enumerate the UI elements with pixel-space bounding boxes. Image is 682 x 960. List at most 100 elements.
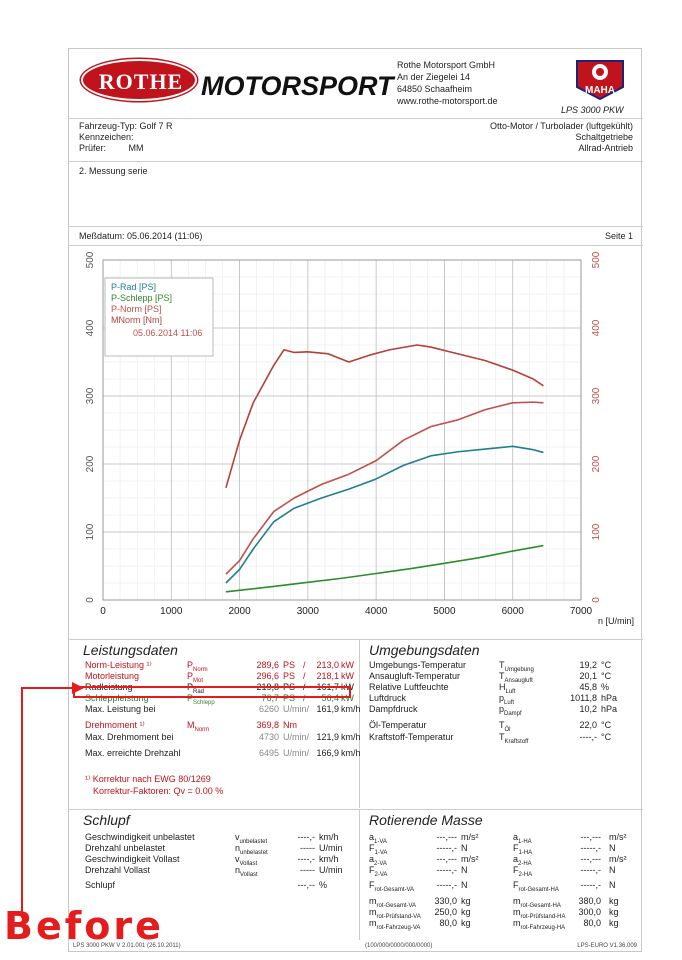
leistung-separator: / bbox=[303, 671, 306, 681]
schlupf-value: ----,- bbox=[297, 854, 316, 864]
y-tick-label-left: 300 bbox=[85, 387, 96, 404]
footer-left: LPS 3000 PKW V 2.01.001 (26.10.2011) bbox=[73, 943, 181, 949]
measurement-note-text: 2. Messung serie bbox=[79, 166, 148, 176]
rotierend-unit-ha: N bbox=[609, 843, 616, 853]
legend-entry: MNorm [Nm] bbox=[111, 315, 162, 325]
rotierend-value-ha: 380,0 bbox=[578, 896, 601, 906]
gearbox-type: Schaltgetriebe bbox=[575, 132, 633, 142]
umgebung-value: 22,0 bbox=[579, 720, 597, 730]
umgebung-value: 45,8 bbox=[579, 682, 597, 692]
schlupf-symbol: vunbelastet bbox=[235, 832, 268, 845]
leistung-unit-1: U/min/ bbox=[283, 748, 310, 758]
leistung-label: Max. Leistung bei bbox=[85, 704, 156, 714]
rotierend-symbol-va: mrot-Gesamt-VA bbox=[369, 896, 417, 909]
leistung-label: Drehmoment ¹⁾ bbox=[85, 720, 145, 730]
leistung-value-1: 6495 bbox=[258, 748, 279, 758]
chart-area: 0 1000 2000 3000 4000 5000 6000 7000 n [U/min] 0 0… bbox=[69, 245, 643, 637]
schlupf-value: ---,-- bbox=[297, 880, 316, 890]
leistung-unit-2: kW bbox=[341, 671, 354, 681]
rotierend-value-ha: 80,0 bbox=[583, 918, 601, 928]
series-line-2 bbox=[225, 401, 544, 575]
leistung-unit-2: km/h bbox=[341, 748, 361, 758]
leistung-symbol: PMot bbox=[187, 671, 204, 684]
leistung-label: Norm-Leistung ¹⁾ bbox=[85, 660, 152, 670]
series-line-1 bbox=[225, 544, 544, 593]
schlupf-symbol: nunbelastet bbox=[235, 843, 268, 856]
x-tick-label: 0 bbox=[100, 606, 106, 617]
leistung-value-1: 6260 bbox=[258, 704, 279, 714]
schlupf-unit: km/h bbox=[319, 832, 339, 842]
arrow-head bbox=[72, 682, 84, 694]
leistung-unit-2: km/h bbox=[341, 704, 361, 714]
rotierend-value-ha: -----,- bbox=[580, 880, 601, 890]
umgebung-label: Umgebungs-Temperatur bbox=[369, 660, 467, 670]
rotierend-symbol-va: F2-VA bbox=[369, 865, 388, 878]
rotierend-symbol-va: mrot-Fahrzeug-VA bbox=[369, 918, 421, 931]
footnote-factors: Korrektur-Faktoren: Qv = 0.00 % bbox=[93, 786, 224, 796]
leistung-symbol: PNorm bbox=[187, 660, 208, 673]
y-tick-label-left: 500 bbox=[85, 251, 96, 268]
chart-legend: P-Rad [PS]P-Schlepp [PS]P-Norm [PS]MNorm… bbox=[104, 277, 214, 357]
report-header: ROTHE MOTORSPORT Rothe Motorsport GmbH A… bbox=[69, 49, 643, 119]
footer-right: LPS-EURO V1.36.009 bbox=[577, 943, 637, 949]
legend-box bbox=[104, 277, 214, 357]
footer-mid: (100/000/0000/000/0000) bbox=[365, 943, 433, 949]
y-tick-label-left: 100 bbox=[85, 523, 96, 540]
company-city: 64850 Schaafheim bbox=[397, 84, 473, 94]
rotierend-value-va: -----,- bbox=[436, 865, 457, 875]
rotierend-value-va: -----,- bbox=[436, 843, 457, 853]
rotierend-unit-ha: N bbox=[609, 880, 616, 890]
tester-label: Prüfer: bbox=[79, 143, 107, 153]
rotierend-symbol-va: a1-VA bbox=[369, 832, 387, 845]
rotierend-value-ha: -----,- bbox=[580, 843, 601, 853]
schlupf-label: Geschwindigkeit unbelastet bbox=[85, 832, 195, 842]
leistung-unit-2: km/h bbox=[341, 732, 361, 742]
leistung-label: Max. erreichte Drehzahl bbox=[85, 748, 181, 758]
section-divider bbox=[359, 640, 360, 808]
leistung-unit-1: U/min/ bbox=[283, 732, 310, 742]
umgebung-value: 20,1 bbox=[579, 671, 597, 681]
schlupf-title: Schlupf bbox=[83, 812, 130, 828]
series-line-3 bbox=[225, 344, 544, 489]
y-tick-label-right: 300 bbox=[591, 387, 602, 404]
rotierend-symbol-ha: F2-HA bbox=[513, 865, 533, 878]
vehicle-type-label: Fahrzeug-Typ: bbox=[79, 121, 138, 131]
umgebung-label: Luftdruck bbox=[369, 693, 407, 703]
rotierend-value-va: ---,--- bbox=[436, 832, 457, 842]
x-tick-label: 3000 bbox=[297, 606, 320, 617]
rotierend-unit-va: N bbox=[461, 865, 468, 875]
leistung-value-1: 289,6 bbox=[256, 660, 279, 670]
rotierend-value-va: 80,0 bbox=[439, 918, 457, 928]
leistung-label: Max. Drehmoment bei bbox=[85, 732, 174, 742]
umgebung-symbol: TUmgebung bbox=[499, 660, 534, 673]
schlupf-value: ----,- bbox=[297, 832, 316, 842]
leistung-value-1: 4730 bbox=[258, 732, 279, 742]
drive-type: Allrad-Antrieb bbox=[578, 143, 633, 153]
y-tick-label-right: 400 bbox=[591, 319, 602, 336]
umgebung-unit: °C bbox=[601, 671, 612, 681]
schlupf-unit: % bbox=[319, 880, 328, 890]
rotierend-value-ha: -----,- bbox=[580, 865, 601, 875]
rotierend-unit-va: m/s² bbox=[461, 832, 479, 842]
umgebung-value: 10,2 bbox=[579, 704, 597, 714]
leistung-symbol: PSchlepp bbox=[187, 693, 215, 706]
rotierend-symbol-ha: a2-HA bbox=[513, 854, 532, 867]
schlupf-label: Schlupf bbox=[85, 880, 116, 890]
leistung-value-1: 76,7 bbox=[261, 693, 279, 703]
umgebung-unit: hPa bbox=[601, 704, 618, 714]
legend-entry: P-Schlepp [PS] bbox=[111, 293, 172, 303]
rotierend-symbol-ha: a1-HA bbox=[513, 832, 532, 845]
company-name: Rothe Motorsport GmbH bbox=[397, 60, 496, 70]
umgebung-unit: °C bbox=[601, 732, 612, 742]
x-axis-unit: n [U/min] bbox=[598, 616, 634, 626]
engine-type: Otto-Motor / Turbolader (luftgekühlt) bbox=[489, 121, 633, 131]
leistung-value-1: 369,8 bbox=[256, 720, 279, 730]
rotierend-unit-ha: m/s² bbox=[609, 832, 627, 842]
x-tick-label: 2000 bbox=[228, 606, 251, 617]
umgebung-symbol: pDampf bbox=[499, 704, 522, 717]
leistung-value-1: 296,6 bbox=[256, 671, 279, 681]
plate-label: Kennzeichen: bbox=[79, 132, 134, 142]
rotierend-unit-va: kg bbox=[461, 918, 471, 928]
rotierend-symbol-ha: mrot-Prüfstand-HA bbox=[513, 907, 566, 920]
maha-model: LPS 3000 PKW bbox=[561, 105, 624, 115]
